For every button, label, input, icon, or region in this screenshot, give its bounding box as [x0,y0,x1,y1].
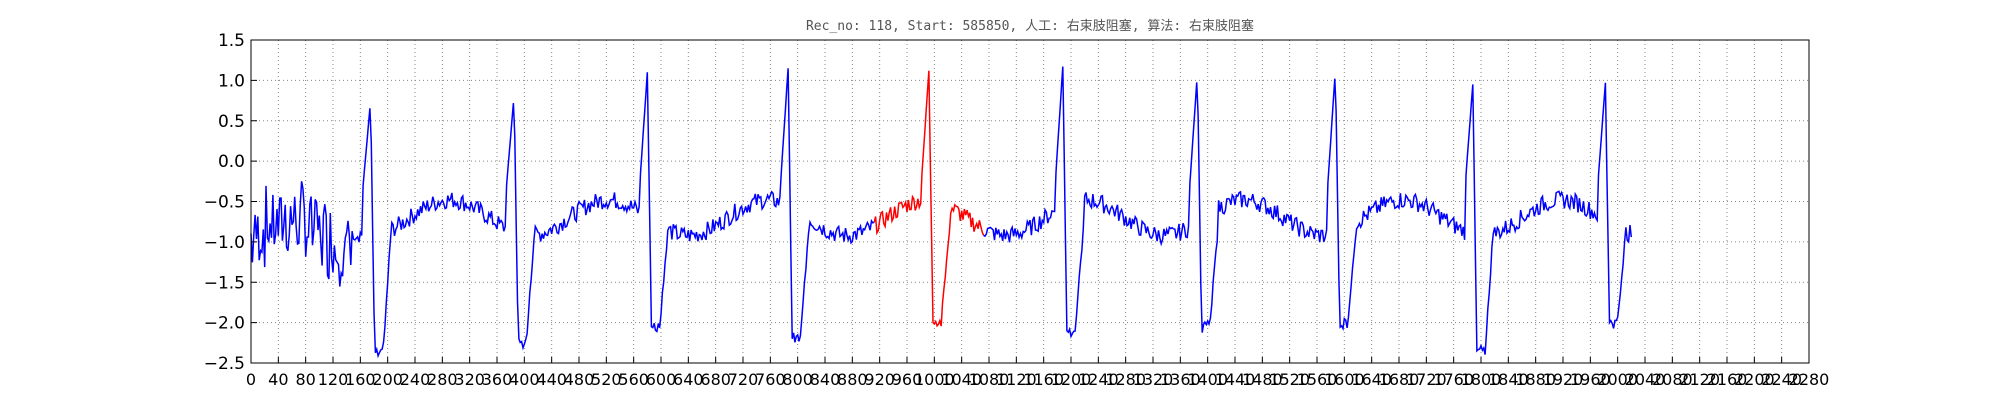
x-tick-label: 1160 [1023,370,1064,389]
y-tick-label: 0.5 [218,112,245,132]
y-tick-label: 1.0 [218,71,245,91]
x-tick-label: 1880 [1515,370,1556,389]
x-tick-label: 520 [591,370,622,389]
x-tick-label: 680 [700,370,731,389]
y-tick-label: 1.5 [218,31,245,51]
x-tick-label: 720 [728,370,759,389]
x-tick-label: 320 [454,370,485,389]
x-tick-label: 1200 [1051,370,1092,389]
x-tick-label: 2160 [1707,370,1748,389]
y-tick-label: 0.0 [218,152,245,172]
x-tick-label: 1760 [1433,370,1474,389]
x-tick-label: 0 [246,370,256,389]
x-tick-label: 80 [295,370,315,389]
y-axis: 1.5 1.0 0.5 0.0 −0.5 −1.0 −1.5 −2.0 −2.5 [204,31,257,374]
x-tick-label: 440 [536,370,567,389]
chart-title: Rec_no: 118, Start: 585850, 人工: 右束肢阻塞, 算… [806,18,1254,34]
x-axis: 0 40 80 12016020024028032036040044048052056… [246,357,1829,389]
x-tick-label: 400 [509,370,540,389]
x-tick-label: 1440 [1215,370,1256,389]
x-tick-label: 1560 [1297,370,1338,389]
ecg-series-line [250,68,875,359]
x-tick-label: 600 [646,370,677,389]
x-tick-label: 360 [482,370,513,389]
x-tick-label: 1120 [996,370,1037,389]
x-tick-label: 2280 [1789,370,1830,389]
x-tick-label: 760 [755,370,786,389]
x-tick-label: 960 [892,370,923,389]
x-tick-label: 880 [837,370,868,389]
x-tick-label: 1080 [969,370,1010,389]
x-tick-label: 560 [618,370,649,389]
x-tick-label: 40 [268,370,288,389]
x-tick-label: 1520 [1269,370,1310,389]
x-tick-label: 1720 [1406,370,1447,389]
x-tick-label: 480 [564,370,595,389]
x-tick-label: 200 [372,370,403,389]
ecg-series-line [983,66,1633,355]
x-tick-label: 160 [345,370,376,389]
x-tick-label: 1920 [1543,370,1584,389]
x-tick-label: 1480 [1242,370,1283,389]
y-tick-label: −1.0 [204,233,245,253]
x-tick-label: 2120 [1679,370,1720,389]
ecg-trace [250,66,1633,359]
x-tick-label: 1320 [1133,370,1174,389]
x-tick-label: 1680 [1379,370,1420,389]
x-tick-label: 1360 [1160,370,1201,389]
x-tick-label: 800 [782,370,813,389]
x-tick-label: 1040 [941,370,982,389]
x-tick-label: 240 [400,370,431,389]
x-tick-label: 1640 [1351,370,1392,389]
x-tick-label: 840 [810,370,841,389]
x-tick-label: 1960 [1570,370,1611,389]
x-tick-label: 2240 [1761,370,1802,389]
x-tick-label: 1840 [1488,370,1529,389]
x-tick-label: 2000 [1597,370,1638,389]
y-tick-label: −1.5 [204,273,245,293]
x-tick-label: 1000 [914,370,955,389]
y-tick-label: −0.5 [204,193,245,213]
x-tick-label: 1600 [1324,370,1365,389]
x-tick-label: 1800 [1461,370,1502,389]
x-tick-label: 920 [864,370,895,389]
x-tick-label: 2080 [1652,370,1693,389]
x-tick-label: 1400 [1187,370,1228,389]
x-tick-label: 2200 [1734,370,1775,389]
y-tick-label: −2.0 [204,314,245,334]
y-tick-label: −2.5 [204,354,245,374]
x-tick-label: 640 [673,370,704,389]
ecg-highlight-beat-line [873,70,985,328]
x-tick-label: 2040 [1625,370,1666,389]
x-tick-label: 120 [318,370,349,389]
x-tick-label: 1280 [1105,370,1146,389]
x-tick-label: 1240 [1078,370,1119,389]
x-tick-label: 280 [427,370,458,389]
